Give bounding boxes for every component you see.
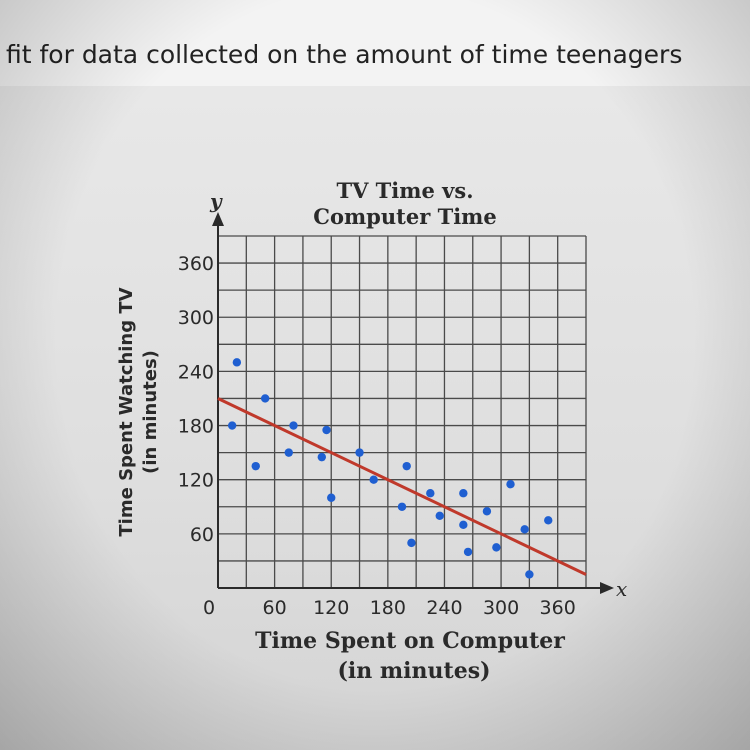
y-tick-label: 60 xyxy=(190,524,214,546)
data-point xyxy=(407,538,416,548)
data-point xyxy=(525,570,534,579)
x-axis-label-line-2: (in minutes) xyxy=(337,658,490,684)
data-point xyxy=(355,448,364,457)
data-point xyxy=(426,489,435,498)
data-point xyxy=(322,425,331,435)
x-tick-label: 120 xyxy=(313,597,349,619)
y-tick-label: 180 xyxy=(178,416,214,438)
data-point xyxy=(435,511,444,520)
y-axis-label-line-2: (in minutes) xyxy=(140,350,161,474)
y-axis-letter: y xyxy=(209,189,223,213)
trend-line xyxy=(217,397,587,576)
data-point xyxy=(463,547,473,557)
x-axis-arrow-icon xyxy=(600,582,614,594)
x-tick-label: 60 xyxy=(263,597,287,619)
axes xyxy=(212,212,614,594)
grid xyxy=(218,235,587,588)
tick-labels: 60 120 180 240 300 360 60 120 180 240 300 360 xyxy=(178,253,576,619)
data-point xyxy=(402,461,411,471)
x-tick-label: 240 xyxy=(426,597,462,619)
y-tick-label: 300 xyxy=(178,307,214,329)
data-point xyxy=(251,461,260,471)
x-tick-label: 300 xyxy=(483,597,519,619)
data-point xyxy=(260,394,270,403)
data-point xyxy=(459,520,468,530)
data-point xyxy=(369,475,378,484)
data-point xyxy=(459,489,468,498)
y-axis-label-line-1: Time Spent Watching TV xyxy=(116,287,137,536)
data-point xyxy=(317,452,326,462)
data-point xyxy=(520,525,529,534)
data-point xyxy=(289,421,298,430)
data-points xyxy=(227,358,553,579)
data-point xyxy=(227,421,237,430)
data-point xyxy=(397,502,407,511)
chart-title-line-2: Computer Time xyxy=(313,204,497,229)
x-tick-label: 180 xyxy=(370,597,406,619)
x-axis-letter: x xyxy=(616,577,627,601)
data-point xyxy=(284,448,293,457)
data-point xyxy=(506,480,515,489)
chart-title-line-1: TV Time vs. xyxy=(336,178,473,203)
y-tick-label: 240 xyxy=(178,361,214,383)
y-tick-label: 120 xyxy=(178,470,214,492)
data-point xyxy=(482,507,492,516)
data-point xyxy=(544,516,553,525)
data-point xyxy=(492,543,501,552)
data-point xyxy=(232,358,242,367)
data-point xyxy=(327,493,336,502)
y-tick-label: 360 xyxy=(178,253,214,275)
x-tick-label: 360 xyxy=(540,597,576,619)
origin-label: 0 xyxy=(203,597,215,619)
y-axis-arrow-icon xyxy=(212,212,224,226)
question-text: fit for data collected on the amount of … xyxy=(6,40,683,69)
content-area xyxy=(0,86,750,750)
question-band: fit for data collected on the amount of … xyxy=(0,0,750,86)
x-axis-label-line-1: Time Spent on Computer xyxy=(255,628,565,654)
